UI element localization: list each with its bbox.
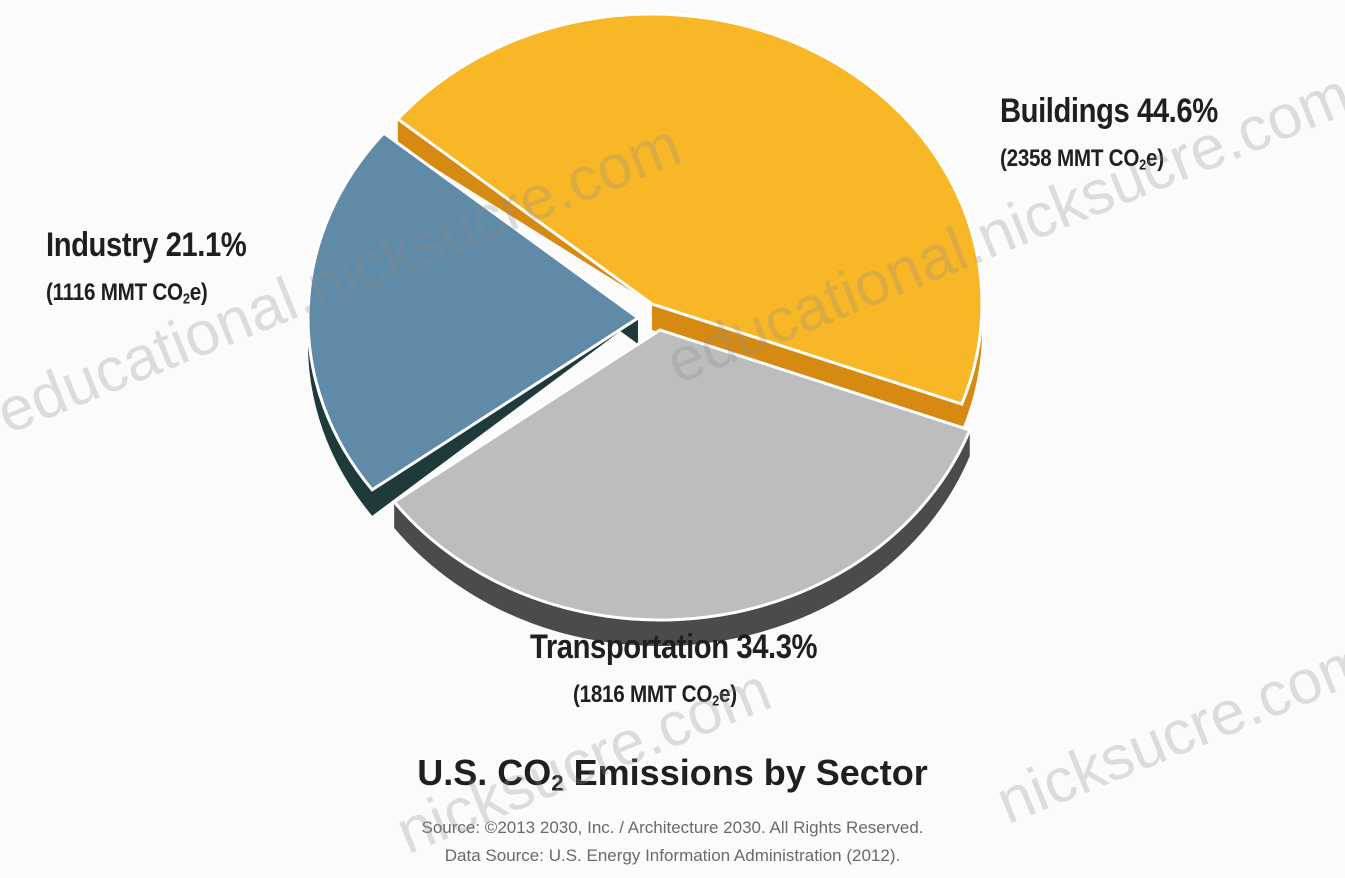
label-industry: Industry 21.1% (1116 MMT CO2e) bbox=[46, 226, 247, 308]
label-transportation-name: Transportation 34.3% bbox=[530, 628, 818, 666]
data-source-line: Data Source: U.S. Energy Information Adm… bbox=[444, 846, 901, 865]
label-industry-name: Industry 21.1% bbox=[46, 226, 247, 264]
label-industry-value: (1116 MMT CO2e) bbox=[46, 279, 208, 308]
label-buildings-name: Buildings 44.6% bbox=[1000, 92, 1218, 130]
chart-title: U.S. CO2 Emissions by Sector bbox=[417, 752, 928, 796]
pie-slice-buildings bbox=[395, 12, 984, 406]
label-transportation: Transportation 34.3% (1816 MMT CO2e) bbox=[530, 628, 818, 710]
pie-slice-industry bbox=[306, 131, 641, 492]
label-buildings-value: (2358 MMT CO2e) bbox=[1000, 145, 1164, 174]
pie-slice-transportation bbox=[391, 328, 972, 622]
label-buildings: Buildings 44.6% (2358 MMT CO2e) bbox=[1000, 92, 1218, 174]
label-transportation-value: (1816 MMT CO2e) bbox=[573, 681, 737, 710]
source-line: Source: ©2013 2030, Inc. / Architecture … bbox=[421, 818, 924, 837]
